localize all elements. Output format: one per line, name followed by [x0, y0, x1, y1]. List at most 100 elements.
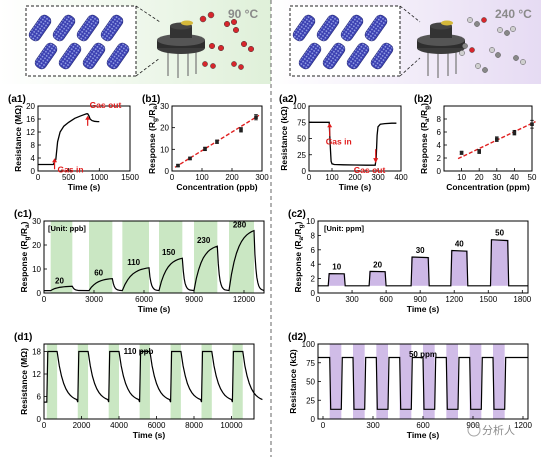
- gas-exposure-band: [399, 344, 412, 419]
- chart-a1: 0 500 1000 1500 0 4 8 12 16 20 Time (s) Resistance …: [8, 94, 139, 192]
- y-tick-label: 25: [306, 396, 315, 405]
- x-tick-label: 6000: [148, 421, 166, 430]
- x-tick-label: 300: [255, 173, 269, 182]
- y-tick-label: 0: [311, 289, 316, 298]
- y-tick-label: 75: [306, 359, 315, 368]
- y-tick-label: 0: [31, 167, 36, 176]
- panel-label: (a1): [8, 94, 26, 105]
- x-tick-label: 20: [475, 173, 484, 182]
- y-tick-label: 4: [31, 154, 36, 163]
- annotation-arrow-head: [327, 123, 333, 128]
- x-tick-label: 1500: [121, 173, 139, 182]
- annotation-arrow-head: [52, 158, 58, 163]
- plot-frame: [37, 105, 131, 172]
- gas-exposure-band: [423, 344, 435, 419]
- data-point: [530, 122, 534, 126]
- y-tick-label: 100: [302, 340, 316, 349]
- x-tick-label: 1000: [90, 173, 108, 182]
- data-point: [239, 128, 243, 132]
- y-tick-label: 75: [297, 118, 306, 127]
- annotation-gas-in: Gas in: [326, 136, 352, 146]
- x-tick-label: 200: [225, 173, 239, 182]
- y-tick-label: 0: [302, 167, 307, 176]
- x-tick-label: 0: [307, 173, 312, 182]
- panel-label: (d1): [14, 332, 32, 343]
- wechat-icon: [467, 423, 481, 437]
- x-tick-label: 1200: [514, 421, 532, 430]
- header-right-illustration: 240 °C: [289, 5, 532, 78]
- y-tick-label: 20: [26, 102, 35, 111]
- gas-exposure-band: [77, 344, 89, 419]
- x-tick-label: 100: [195, 173, 209, 182]
- x-tick-label: 10: [457, 173, 466, 182]
- panel-label: (b2): [414, 94, 432, 105]
- data-point: [459, 151, 464, 155]
- molecule-icon: [459, 17, 526, 73]
- y-tick-label: 25: [297, 151, 306, 160]
- x-tick-label: 500: [62, 173, 76, 182]
- gas-exposure-band: [46, 344, 58, 419]
- y-tick-label: 8: [437, 115, 442, 124]
- y-tick-label: 100: [293, 102, 307, 111]
- gas-exposure-band: [411, 257, 430, 286]
- y-axis-label: Response (Rg/Ra): [147, 103, 159, 174]
- gas-exposure-band: [89, 221, 113, 293]
- x-axis-label: Time (s): [407, 430, 440, 440]
- y-tick-label: 18: [32, 348, 41, 357]
- panel-label: (a2): [279, 94, 297, 105]
- temperature-label-left: 90 °C: [228, 7, 258, 21]
- gas-exposure-band: [170, 344, 181, 419]
- y-axis-label: Resistance (kΩ): [288, 349, 298, 414]
- x-tick-label: 0: [42, 295, 47, 304]
- annotation-arrow-head: [85, 115, 91, 120]
- data-series-line: [318, 356, 528, 410]
- y-tick-label: 12: [26, 128, 35, 137]
- concentration-label: 30: [416, 246, 425, 255]
- annotation-gas-out: Gas out: [90, 100, 122, 110]
- y-tick-label: 10: [306, 217, 315, 226]
- inline-label: 50 ppm: [409, 350, 437, 359]
- panel-label: (c2): [288, 209, 306, 220]
- x-axis-label: Time (s): [133, 430, 166, 440]
- y-tick-label: 2: [437, 154, 442, 163]
- x-axis-label: Time (s): [339, 182, 372, 192]
- chart-b2: 10 20 30 40 50 0 2 4 6 8 Concentration (ppm) Respon…: [414, 94, 537, 192]
- data-point: [512, 130, 517, 135]
- y-tick-label: 50: [297, 135, 306, 144]
- y-tick-label: 20: [160, 124, 169, 133]
- data-series-line: [309, 121, 397, 166]
- header-left-illustration: 90 °C: [25, 5, 258, 78]
- x-tick-label: 600: [416, 421, 430, 430]
- panel-label: (b1): [142, 94, 160, 105]
- x-tick-label: 0: [36, 173, 41, 182]
- x-tick-label: 0: [321, 421, 326, 430]
- watermark-text: 分析人: [482, 423, 515, 437]
- gas-sensor-icon: [417, 20, 465, 78]
- y-tick-label: 0: [311, 415, 316, 424]
- gas-exposure-band: [194, 221, 218, 293]
- watermark: 分析人: [467, 423, 515, 437]
- panel-label: (c1): [14, 209, 32, 220]
- x-tick-label: 0: [316, 295, 321, 304]
- x-tick-label: 0: [42, 421, 47, 430]
- y-tick-label: 8: [311, 231, 316, 240]
- y-tick-label: 10: [32, 265, 41, 274]
- y-axis-label: Response (Ra/Rg): [419, 103, 431, 174]
- y-tick-label: 16: [26, 115, 35, 124]
- plot-frame: [308, 105, 402, 172]
- x-tick-label: 3000: [85, 295, 103, 304]
- y-tick-label: 0: [37, 415, 42, 424]
- plot-frame: [443, 105, 533, 172]
- y-tick-label: 4: [311, 260, 316, 269]
- gas-exposure-band: [490, 239, 509, 286]
- x-tick-label: 1800: [513, 295, 531, 304]
- concentration-label: 40: [455, 240, 464, 249]
- nanotube-icon: [292, 14, 394, 70]
- panel-label: (d2): [288, 332, 306, 343]
- y-tick-label: 8: [31, 141, 36, 150]
- x-tick-label: 9000: [185, 295, 203, 304]
- chart-b1: 0 100 200 300 0 10 20 30 Concentration (ppb) Resp…: [142, 94, 269, 192]
- gas-sensor-icon: [157, 20, 205, 78]
